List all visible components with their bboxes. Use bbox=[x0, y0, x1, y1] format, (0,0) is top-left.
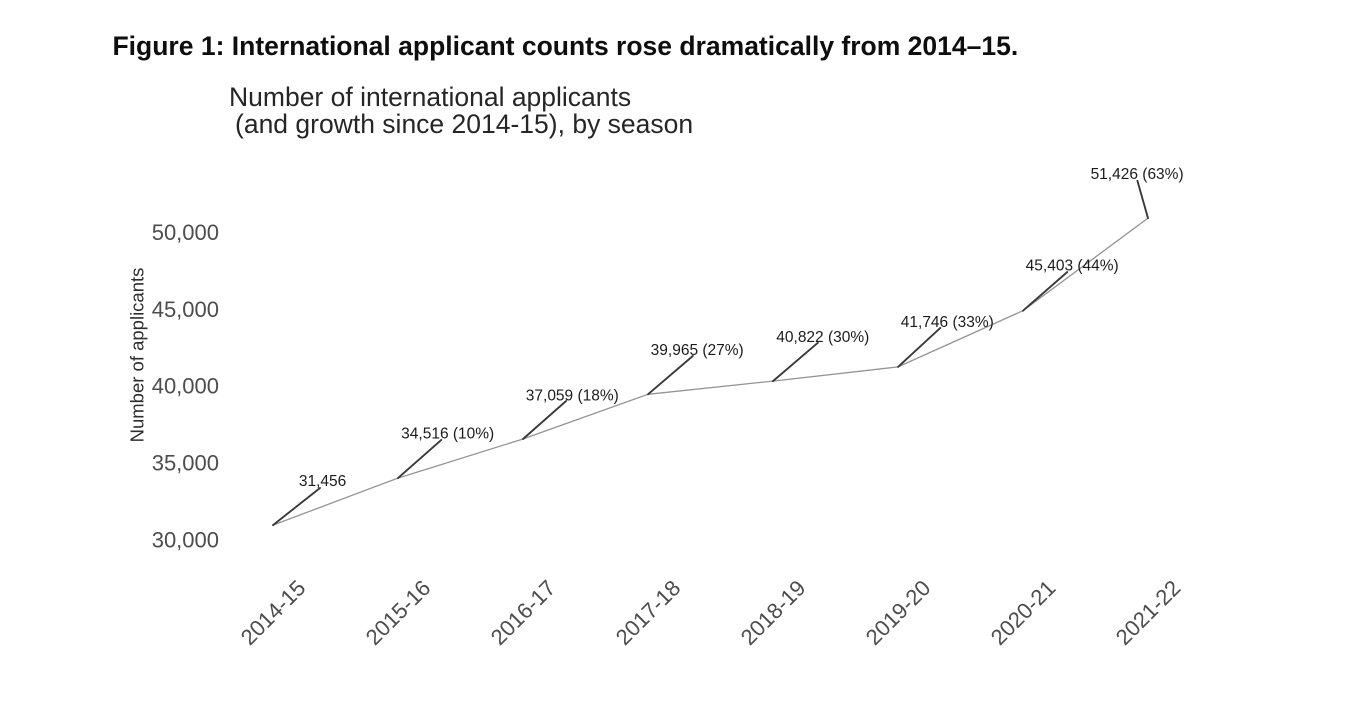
svg-text:45,000: 45,000 bbox=[152, 297, 219, 322]
svg-text:51,426 (63%): 51,426 (63%) bbox=[1091, 166, 1184, 183]
svg-text:40,000: 40,000 bbox=[152, 374, 219, 399]
svg-text:35,000: 35,000 bbox=[152, 451, 219, 476]
svg-text:40,822 (30%): 40,822 (30%) bbox=[776, 329, 869, 346]
svg-text:31,456: 31,456 bbox=[299, 473, 346, 490]
svg-text:41,746 (33%): 41,746 (33%) bbox=[901, 314, 994, 331]
svg-text:45,403 (44%): 45,403 (44%) bbox=[1026, 258, 1119, 275]
svg-text:34,516 (10%): 34,516 (10%) bbox=[401, 426, 494, 443]
svg-text:39,965 (27%): 39,965 (27%) bbox=[651, 342, 744, 359]
svg-text:37,059 (18%): 37,059 (18%) bbox=[526, 387, 619, 404]
svg-text:Number of applicants: Number of applicants bbox=[127, 268, 148, 443]
svg-text:Figure 1: International applic: Figure 1: International applicant counts… bbox=[113, 31, 1019, 61]
svg-text:50,000: 50,000 bbox=[152, 220, 219, 245]
svg-text:Number of international applic: Number of international applicants bbox=[229, 82, 631, 112]
svg-text:30,000: 30,000 bbox=[152, 528, 219, 553]
svg-text:(and growth since 2014-15), by: (and growth since 2014-15), by season bbox=[235, 109, 693, 139]
